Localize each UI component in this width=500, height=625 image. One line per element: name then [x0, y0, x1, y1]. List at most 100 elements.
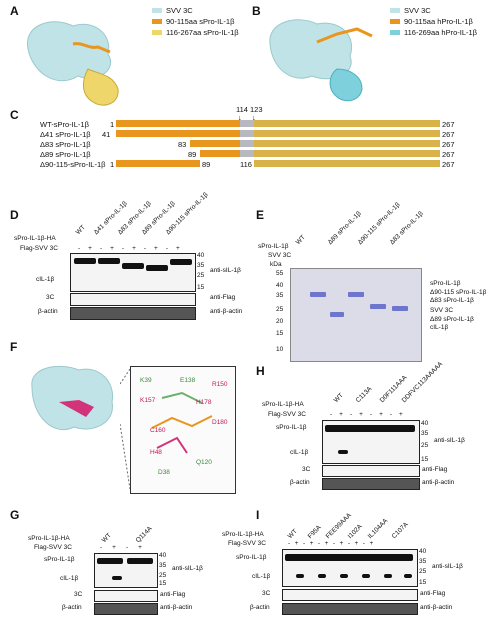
arrow-down-icon: ↓	[238, 113, 242, 122]
domain-bar-orange	[116, 160, 200, 167]
panel-f-label: F	[10, 340, 18, 354]
row-label: sPro-IL-1β	[258, 243, 289, 250]
gel-band	[330, 312, 344, 317]
mw-marker: 15	[197, 284, 205, 291]
legend-swatch-cyan	[390, 30, 400, 35]
blot-band	[285, 554, 413, 561]
band-label: cIL-1β	[252, 573, 271, 580]
residue-label: K39	[140, 377, 152, 384]
row-label: Flag-SVV 3C	[228, 540, 266, 547]
blot-band	[98, 258, 120, 264]
panel-b-structure-image	[269, 19, 373, 102]
lane-label: I102A	[346, 523, 364, 541]
panel-h-label: H	[256, 364, 265, 378]
band-label: cIL-1β	[60, 575, 79, 582]
antibody-label: anti-β-actin	[160, 604, 193, 611]
blot-actin	[322, 478, 420, 490]
construct-mid: 116	[240, 160, 252, 169]
band-label: β-actin	[290, 479, 310, 486]
band-label: 3C	[262, 590, 271, 597]
mw-marker: 40	[159, 552, 167, 559]
blot-band	[97, 558, 123, 564]
blot-band	[318, 574, 326, 578]
domain-bar-grey	[240, 120, 254, 127]
blot-actin	[94, 603, 158, 615]
blot-band	[170, 259, 192, 265]
blot-3c	[282, 589, 418, 601]
binding-site-inset	[130, 366, 236, 494]
construct-name: Δ90-115-sPro-IL-1β	[40, 160, 106, 169]
legend-label: 116-267aa sPro-IL-1β	[166, 28, 239, 37]
mw-marker: 35	[276, 292, 284, 299]
antibody-label: anti-Flag	[210, 294, 236, 301]
sign-row: -+-+-+-+-+	[78, 245, 188, 252]
antibody-label: anti-β-actin	[210, 308, 243, 315]
domain-bar-orange	[116, 120, 240, 127]
row-label: sPro-IL-1β-HA	[222, 531, 264, 538]
legend-swatch-orange	[390, 19, 400, 24]
mw-marker: 15	[276, 330, 284, 337]
residue-label: D180	[212, 419, 228, 426]
domain-bar-orange	[116, 130, 240, 137]
marker-114: 114	[236, 105, 248, 114]
blot-actin	[282, 603, 418, 615]
blot-band	[404, 574, 412, 578]
domain-bar-gold	[254, 140, 440, 147]
band-label: Δ83 sPro-IL-1β	[430, 297, 474, 304]
marker-123: 123	[250, 105, 263, 114]
domain-bar-gold	[254, 160, 440, 167]
panel-a-structure-image	[27, 21, 119, 106]
band-label: sPro-IL-1β	[276, 424, 307, 431]
domain-bar-gold	[254, 150, 440, 157]
sign-row: -+-+-+-+	[330, 411, 410, 418]
blot-band	[127, 558, 153, 564]
residue-label: R150	[212, 381, 228, 388]
blot-3c	[94, 590, 158, 602]
legend-label: 116-269aa hPro-IL-1β	[404, 28, 477, 37]
antibody-label: anti-β-actin	[422, 479, 455, 486]
lane-label: WT	[74, 224, 87, 237]
row-label: Flag-SVV 3C	[34, 544, 72, 551]
construct-name: Δ83 sPro-IL-1β	[40, 140, 91, 149]
lane-label: WT	[100, 532, 113, 545]
blot-band	[340, 574, 348, 578]
domain-bar-grey	[240, 150, 254, 157]
band-label: cIL-1β	[290, 449, 309, 456]
residue-label: C160	[150, 427, 166, 434]
band-label: sPro-IL-1β	[236, 554, 267, 561]
antibody-label: anti-sIL-1β	[210, 267, 241, 274]
band-label: 3C	[302, 466, 311, 473]
band-label: β-actin	[62, 604, 82, 611]
legend-swatch-svv3c	[152, 8, 162, 13]
domain-bar-gold	[254, 130, 440, 137]
blot-actin	[70, 307, 196, 320]
blot-band	[325, 425, 415, 432]
antibody-label: anti-sIL-1β	[172, 565, 203, 572]
mw-marker: 35	[197, 262, 205, 269]
residue-label: K157	[140, 397, 156, 404]
construct-mid: 89	[202, 160, 211, 169]
domain-bar-orange	[190, 140, 240, 147]
binding-site-image	[151, 391, 213, 454]
lane-label: C107A	[390, 521, 410, 541]
mw-marker: 40	[419, 548, 427, 555]
lane-label: WT	[332, 392, 345, 405]
row-label: Flag-SVV 3C	[268, 411, 306, 418]
gel-band	[370, 304, 386, 309]
mw-marker: 35	[421, 430, 429, 437]
mw-marker: 55	[276, 270, 284, 277]
zoom-lines	[120, 368, 131, 490]
antibody-label: anti-Flag	[422, 466, 448, 473]
antibody-label: anti-Flag	[160, 591, 186, 598]
mw-marker: 25	[159, 572, 167, 579]
panel-g-label: G	[10, 508, 20, 522]
row-label: SVV 3C	[268, 252, 292, 259]
gel-band	[348, 292, 364, 297]
construct-start: 89	[188, 150, 197, 159]
domain-bar-grey	[240, 130, 254, 137]
construct-end: 267	[442, 140, 455, 149]
residue-label: Q120	[196, 459, 212, 466]
lane-label: Q114A	[134, 525, 154, 545]
sds-gel	[290, 268, 422, 362]
construct-start: 1	[110, 160, 115, 169]
